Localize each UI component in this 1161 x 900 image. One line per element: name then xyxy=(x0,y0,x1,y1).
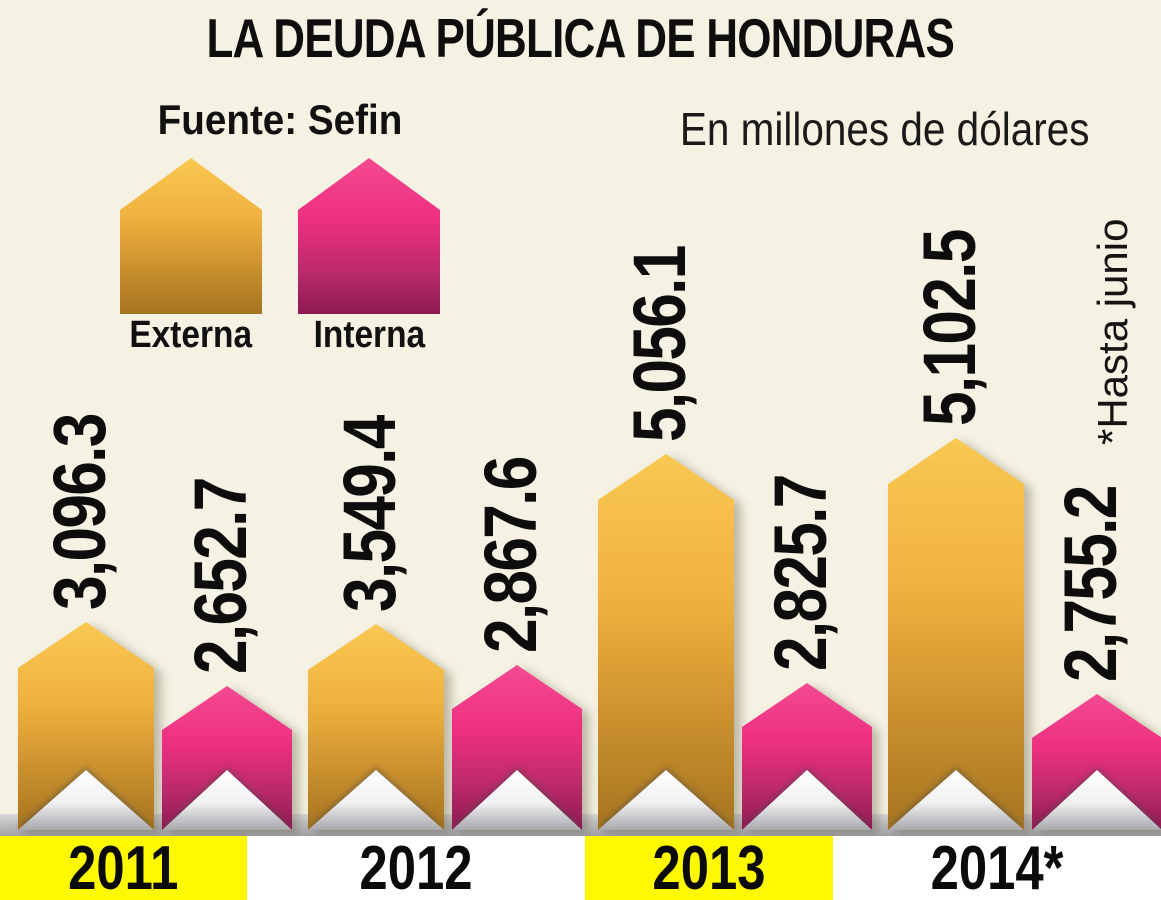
value-text-externa-2011: 3,096.3 xyxy=(38,414,121,610)
value-text-externa-2014: 5,102.5 xyxy=(908,230,991,426)
bar-interna-2011 xyxy=(162,686,292,830)
bar-interna-2012 xyxy=(452,665,582,830)
footnote-label: *Hasta junio xyxy=(1089,218,1136,445)
bar-externa-2011 xyxy=(18,622,154,830)
source-label: Fuente: Sefin xyxy=(100,96,460,144)
bar-externa-2012 xyxy=(308,624,444,830)
year-text-2011: 2011 xyxy=(68,833,179,900)
value-label-interna-2012: 2,867.6 xyxy=(469,420,552,653)
value-text-interna-2011: 2,652.7 xyxy=(179,478,262,674)
bar-externa-2014 xyxy=(888,438,1024,830)
value-text-interna-2014: 2,755.2 xyxy=(1049,486,1132,682)
value-text-externa-2012: 3,549.4 xyxy=(328,416,411,612)
legend-externa-text: Externa xyxy=(129,314,253,356)
legend-interna-label: Interna xyxy=(285,314,453,357)
value-text-externa-2013: 5,056.1 xyxy=(618,246,701,442)
bar-interna-2013 xyxy=(742,683,872,830)
bar-externa-2013 xyxy=(598,454,734,830)
value-label-interna-2013: 2,825.7 xyxy=(759,438,842,671)
value-text-interna-2012: 2,867.6 xyxy=(469,457,552,653)
legend-externa-arrow-icon xyxy=(120,158,262,314)
year-cell-2014: 2014* xyxy=(833,833,1161,900)
value-text-interna-2013: 2,825.7 xyxy=(759,475,842,671)
year-cell-2013: 2013 xyxy=(585,833,833,900)
chart-title: LA DEUDA PÚBLICA DE HONDURAS xyxy=(0,6,1161,70)
value-label-externa-2013: 5,056.1 xyxy=(618,209,701,442)
year-text-2012: 2012 xyxy=(359,833,473,900)
chart-title-text: LA DEUDA PÚBLICA DE HONDURAS xyxy=(206,7,955,69)
year-text-2013: 2013 xyxy=(652,833,766,900)
year-cell-2011: 2011 xyxy=(0,833,247,900)
value-label-externa-2011: 3,096.3 xyxy=(38,377,121,610)
legend-interna-text: Interna xyxy=(313,314,425,356)
year-cell-2012: 2012 xyxy=(247,833,585,900)
value-label-interna-2011: 2,652.7 xyxy=(179,441,262,674)
units-label: En millones de dólares xyxy=(645,102,1125,156)
value-label-externa-2014: 5,102.5 xyxy=(908,193,991,426)
legend-externa-label: Externa xyxy=(103,314,279,357)
units-label-text: En millones de dólares xyxy=(680,103,1090,155)
source-label-text: Fuente: Sefin xyxy=(157,96,403,143)
value-label-interna-2014: 2,755.2 xyxy=(1049,449,1132,682)
year-text-2014: 2014* xyxy=(930,833,1064,900)
value-label-externa-2012: 3,549.4 xyxy=(328,379,411,612)
bar-interna-2014 xyxy=(1032,694,1161,830)
legend-interna-arrow-icon xyxy=(298,158,440,314)
